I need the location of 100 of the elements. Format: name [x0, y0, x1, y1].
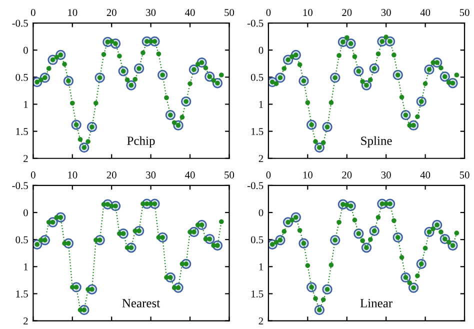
y-tick-label: 1	[24, 263, 28, 270]
point	[188, 230, 192, 234]
x-tick-label: 50	[460, 9, 470, 16]
x-tick-label: 30	[146, 171, 156, 178]
point	[46, 66, 52, 71]
x-tick-label: 20	[106, 9, 116, 16]
point	[415, 114, 420, 120]
point	[124, 77, 130, 82]
point	[54, 214, 60, 220]
point	[211, 78, 216, 83]
point	[172, 285, 177, 290]
y-tick-label: 2	[258, 155, 264, 162]
point	[148, 201, 154, 206]
x-tick-label: 0	[266, 9, 271, 16]
y-tick-label: -0.5	[12, 20, 28, 27]
y-tick-label: 0.5	[250, 236, 264, 244]
y-tick-label: 2	[24, 155, 28, 162]
point	[446, 80, 452, 86]
x-tick-label: 40	[420, 9, 430, 16]
point	[218, 72, 224, 78]
point	[430, 60, 436, 65]
point	[320, 140, 326, 146]
point	[211, 243, 216, 248]
point	[454, 72, 460, 78]
annotation: Linear	[360, 299, 392, 308]
point	[70, 100, 75, 106]
point	[344, 35, 350, 40]
point	[422, 246, 428, 251]
y-tick-label: 1	[259, 263, 263, 270]
y-tick-label: 0	[24, 209, 28, 216]
point	[78, 308, 83, 312]
point	[313, 139, 318, 144]
annotation: Pchip	[127, 136, 155, 148]
point	[188, 81, 192, 86]
point	[399, 94, 404, 100]
point	[93, 100, 98, 106]
point	[180, 262, 185, 266]
x-tick-label: 40	[420, 171, 430, 178]
point	[180, 114, 185, 120]
y-tick-label: 2	[24, 317, 28, 324]
point	[274, 81, 279, 86]
x-tick-label: 50	[460, 171, 470, 178]
point	[93, 238, 98, 243]
point	[101, 52, 106, 57]
point	[352, 218, 358, 223]
point	[70, 284, 75, 290]
x-tick-label: 30	[381, 9, 391, 16]
point	[124, 245, 130, 250]
x-tick-label: 20	[342, 9, 352, 16]
annotation: Nearest	[122, 299, 160, 308]
point	[297, 62, 302, 68]
x-tick-label: 0	[266, 171, 271, 178]
point	[101, 202, 106, 207]
y-tick-label: 0	[258, 209, 264, 216]
y-tick-label: 0.5	[16, 74, 28, 81]
point	[148, 39, 154, 44]
x-tick-label: 40	[185, 9, 195, 16]
annotation: Spline	[361, 136, 392, 148]
y-tick-label: 1	[24, 100, 28, 108]
point	[407, 122, 412, 128]
x-tick-label: 20	[342, 171, 352, 178]
point	[305, 263, 310, 268]
x-tick-label: 50	[224, 171, 234, 178]
point	[203, 236, 208, 242]
y-tick-label: 0	[24, 46, 28, 54]
point	[376, 214, 381, 220]
point	[392, 218, 396, 224]
x-tick-label: 10	[68, 171, 78, 178]
point	[54, 54, 60, 60]
point	[195, 62, 200, 67]
point	[305, 100, 310, 106]
point	[156, 234, 162, 240]
point	[156, 51, 162, 56]
point	[38, 238, 44, 243]
point	[164, 275, 169, 280]
x-tick-label: 50	[224, 9, 234, 16]
point	[109, 39, 114, 44]
point	[172, 120, 177, 126]
y-tick-label: 1	[259, 100, 263, 108]
point	[376, 51, 381, 56]
x-tick-label: 10	[303, 171, 312, 178]
point	[282, 229, 287, 234]
y-tick-label: 0.5	[250, 74, 264, 81]
point	[62, 62, 67, 67]
y-tick-label: 0	[258, 46, 264, 54]
y-tick-label: 1.5	[16, 128, 28, 136]
point	[446, 240, 452, 245]
y-tick-label: -0.5	[12, 182, 28, 190]
point	[290, 54, 294, 60]
y-tick-label: 1.5	[251, 128, 264, 136]
point	[132, 228, 138, 234]
point	[438, 66, 444, 70]
point	[195, 222, 200, 228]
y-tick-label: -0.5	[247, 20, 264, 27]
point	[164, 95, 169, 100]
point	[313, 296, 318, 302]
point	[438, 230, 444, 234]
point	[218, 219, 224, 224]
y-tick-label: 1.5	[16, 290, 28, 298]
point	[46, 220, 52, 225]
